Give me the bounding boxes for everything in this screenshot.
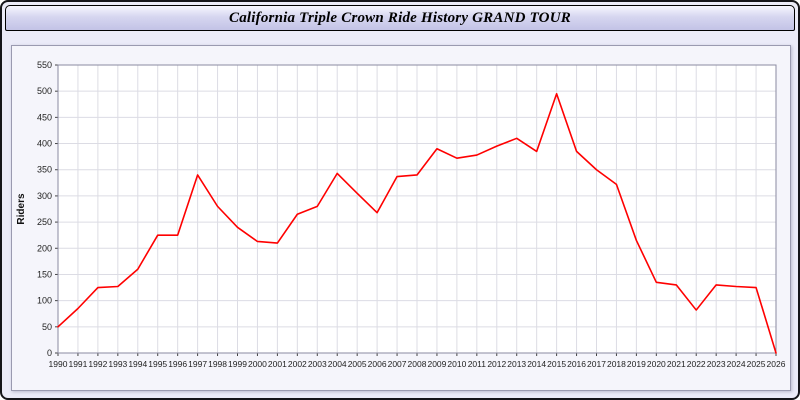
x-tick-label: 1992 xyxy=(88,359,107,369)
x-tick-label: 2000 xyxy=(248,359,267,369)
x-tick-label: 1998 xyxy=(208,359,227,369)
y-tick-label: 500 xyxy=(37,86,52,96)
x-tick-label: 2006 xyxy=(368,359,387,369)
x-tick-label: 2010 xyxy=(447,359,466,369)
x-tick-label: 1999 xyxy=(228,359,247,369)
x-tick-label: 2007 xyxy=(388,359,407,369)
x-tick-label: 2002 xyxy=(288,359,307,369)
x-tick-label: 1991 xyxy=(68,359,87,369)
x-tick-label: 1990 xyxy=(49,359,68,369)
x-tick-label: 2015 xyxy=(547,359,566,369)
x-tick-label: 2025 xyxy=(747,359,766,369)
y-tick-label: 400 xyxy=(37,139,52,149)
x-tick-label: 2009 xyxy=(427,359,446,369)
x-tick-label: 2001 xyxy=(268,359,287,369)
x-tick-label: 2026 xyxy=(767,359,786,369)
x-tick-label: 2019 xyxy=(627,359,646,369)
x-tick-label: 2013 xyxy=(507,359,526,369)
y-tick-label: 0 xyxy=(47,348,52,358)
title-bar: California Triple Crown Ride History GRA… xyxy=(5,5,795,31)
y-tick-label: 550 xyxy=(37,60,52,70)
x-tick-label: 2020 xyxy=(647,359,666,369)
x-tick-label: 2011 xyxy=(468,359,487,369)
x-tick-label: 2017 xyxy=(587,359,606,369)
x-tick-label: 1995 xyxy=(148,359,167,369)
x-tick-label: 2012 xyxy=(487,359,506,369)
y-tick-label: 250 xyxy=(37,217,52,227)
y-tick-label: 300 xyxy=(37,191,52,201)
x-tick-label: 2014 xyxy=(527,359,546,369)
y-tick-label: 350 xyxy=(37,165,52,175)
y-tick-label: 50 xyxy=(42,322,52,332)
page-title: California Triple Crown Ride History GRA… xyxy=(229,9,571,26)
x-tick-label: 2018 xyxy=(607,359,626,369)
x-tick-label: 2024 xyxy=(727,359,746,369)
x-tick-label: 1997 xyxy=(188,359,207,369)
y-axis-label: Riders xyxy=(16,193,27,225)
x-tick-label: 2022 xyxy=(687,359,706,369)
plot-border xyxy=(57,64,777,354)
x-tick-label: 2016 xyxy=(567,359,586,369)
y-tick-label: 450 xyxy=(37,112,52,122)
y-tick-label: 100 xyxy=(37,296,52,306)
x-tick-label: 2023 xyxy=(707,359,726,369)
x-tick-label: 2004 xyxy=(328,359,347,369)
y-tick-label: 150 xyxy=(37,269,52,279)
y-tick-label: 200 xyxy=(37,243,52,253)
x-tick-label: 1993 xyxy=(108,359,127,369)
x-tick-label: 2021 xyxy=(667,359,686,369)
x-tick-label: 1994 xyxy=(128,359,147,369)
series-line xyxy=(57,92,777,354)
x-tick-label: 2005 xyxy=(348,359,367,369)
x-tick-label: 2008 xyxy=(408,359,427,369)
x-tick-label: 1996 xyxy=(168,359,187,369)
chart-panel: 0 50 100 150 200 250 300 350 400 450 500 550 1990 199… xyxy=(11,45,791,391)
x-tick-label: 2003 xyxy=(308,359,327,369)
